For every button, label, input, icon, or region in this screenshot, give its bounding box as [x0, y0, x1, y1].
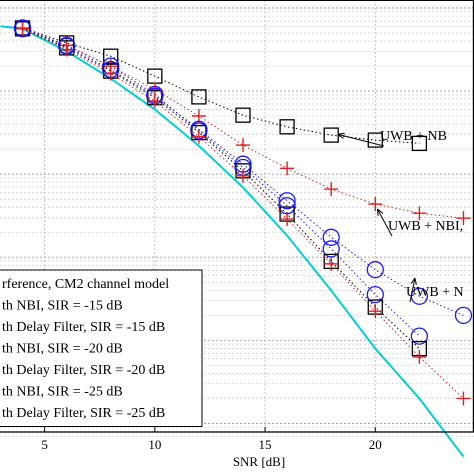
series-line [22, 27, 464, 316]
marker-plus [236, 138, 251, 153]
grid-layer [0, 0, 474, 437]
x-axis-label: SNR [dB] [233, 454, 285, 469]
annotation-3: UWB + N [406, 277, 464, 303]
legend-entry-2: th NBI, SIR = -15 dB [2, 299, 123, 314]
marker-square [411, 135, 428, 152]
marker-circle [366, 261, 384, 279]
legend: rference, CM2 channel model th NBI, SIR =… [0, 269, 203, 427]
annotation-arrowhead [410, 277, 417, 285]
marker-square [235, 107, 251, 123]
marker-plus [236, 168, 251, 183]
series-line [22, 28, 420, 349]
marker-plus [456, 391, 471, 406]
marker-square [191, 89, 207, 105]
x-tick-label: 15 [259, 437, 272, 452]
legend-entry-4: th NBI, SIR = -20 dB [2, 342, 123, 357]
legend-entry-6: th NBI, SIR = -25 dB [2, 385, 123, 400]
marker-plus [368, 197, 383, 212]
series-line [22, 28, 464, 399]
series-line [22, 27, 464, 219]
annotation-arrow [409, 277, 416, 303]
series-4 [15, 20, 471, 226]
annotation-layer: UWB + NB UWB + NBI, UWB + N [337, 129, 464, 303]
marker-plus [280, 212, 295, 227]
legend-box [0, 269, 203, 427]
series-6 [13, 19, 473, 325]
x-tick-label: 5 [41, 437, 48, 452]
x-tick-label: 10 [148, 437, 161, 452]
series-line [22, 27, 420, 144]
marker-plus [59, 42, 74, 57]
marker-circle [278, 192, 296, 210]
annotation-text: UWB + N [406, 285, 464, 300]
annotation-2: UWB + NBI, [376, 208, 463, 237]
series-layer [0, 19, 473, 458]
annotation-arrowhead [337, 132, 345, 139]
annotation-text: UWB + NB [380, 129, 447, 144]
marker-plus [191, 129, 206, 144]
series-7 [15, 21, 471, 406]
annotation-arrow [337, 133, 385, 147]
annotation-arrowhead [376, 208, 384, 217]
legend-entry-3: th Delay Filter, SIR = -15 dB [2, 320, 165, 335]
annotation-1: UWB + NB [337, 129, 447, 147]
marker-plus [456, 211, 471, 226]
annotation-arrow [377, 208, 393, 237]
marker-circle [366, 285, 384, 304]
marker-circle [410, 327, 429, 345]
marker-square [279, 119, 295, 135]
marker-plus [147, 94, 162, 109]
x-tick-label: 20 [369, 437, 382, 452]
marker-circle [13, 19, 32, 37]
legend-entry-1: rference, CM2 channel model [2, 277, 169, 292]
axis-layer: 5 10 15 20 [0, 0, 474, 452]
legend-entry-5: th Delay Filter, SIR = -20 dB [2, 363, 165, 378]
marker-square [367, 132, 383, 148]
marker-plus [412, 206, 427, 221]
marker-plus [368, 304, 383, 319]
marker-plus [280, 161, 295, 176]
marker-plus [324, 256, 339, 271]
marker-plus [324, 182, 339, 197]
marker-circle [454, 306, 473, 325]
annotation-text: UWB + NBI, [388, 219, 463, 234]
marker-circle [322, 228, 340, 246]
marker-plus [412, 349, 427, 364]
marker-plus [15, 21, 30, 36]
legend-entry-7: th Delay Filter, SIR = -25 dB [2, 406, 165, 421]
marker-plus [103, 66, 118, 81]
